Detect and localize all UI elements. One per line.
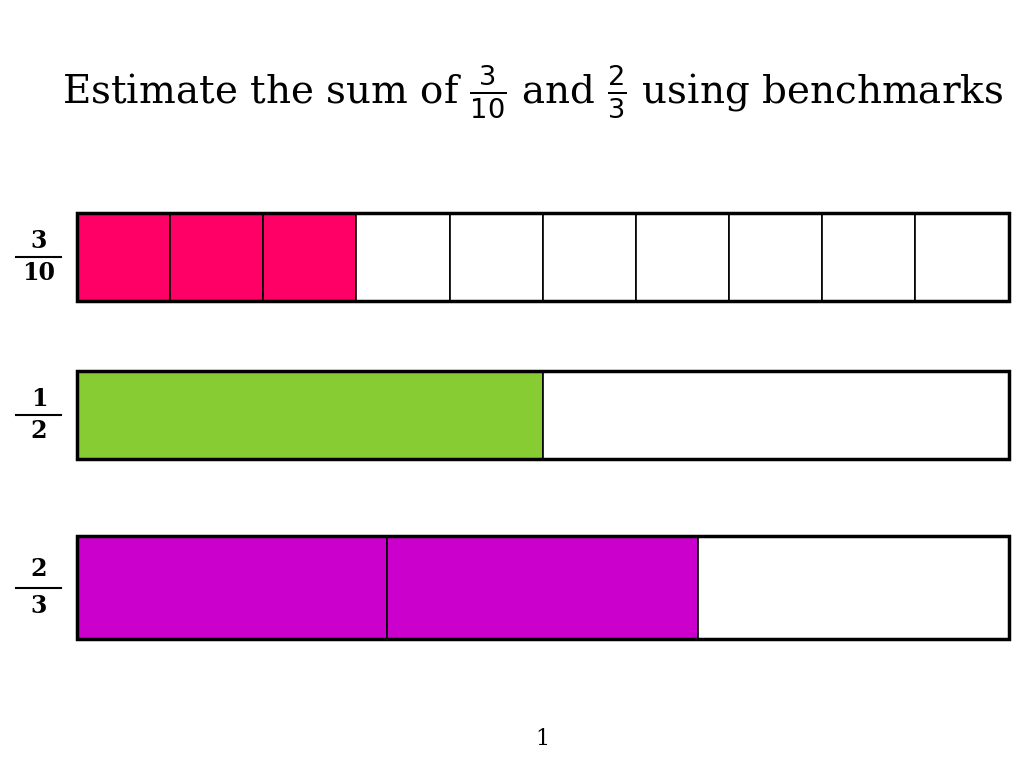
Bar: [263, 213, 356, 301]
Bar: [543, 370, 1009, 459]
Bar: [915, 213, 1009, 301]
Text: 10: 10: [23, 261, 55, 285]
Bar: [77, 536, 387, 639]
Bar: [77, 370, 543, 459]
Bar: [543, 213, 636, 301]
Text: 1: 1: [31, 387, 47, 411]
Bar: [77, 536, 1009, 639]
Text: 1: 1: [536, 728, 550, 750]
Text: Estimate the sum of $\frac{3}{10}$ and $\frac{2}{3}$ using benchmarks: Estimate the sum of $\frac{3}{10}$ and $…: [61, 63, 1004, 121]
Bar: [822, 213, 915, 301]
Text: 2: 2: [31, 419, 47, 442]
Text: 3: 3: [31, 230, 47, 253]
Bar: [636, 213, 729, 301]
Bar: [170, 213, 263, 301]
Text: 3: 3: [31, 594, 47, 618]
Bar: [729, 213, 822, 301]
Bar: [450, 213, 543, 301]
Bar: [77, 213, 1009, 301]
Bar: [387, 536, 698, 639]
Bar: [77, 213, 170, 301]
Bar: [356, 213, 450, 301]
Bar: [698, 536, 1009, 639]
Text: 2: 2: [31, 557, 47, 581]
Bar: [77, 370, 1009, 459]
